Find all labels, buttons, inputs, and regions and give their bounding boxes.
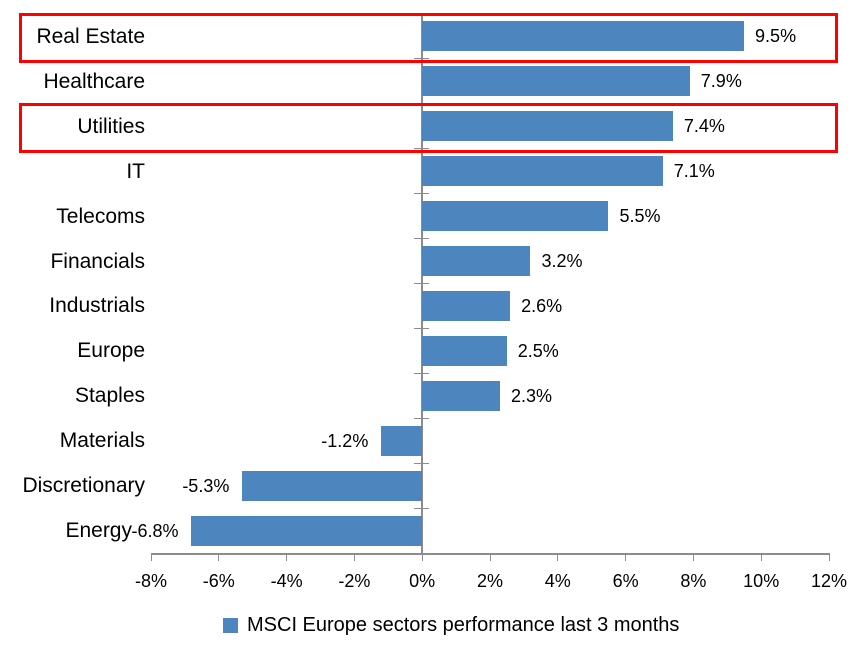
category-label-discretionary: Discretionary xyxy=(22,474,145,498)
x-axis-tick-label: -6% xyxy=(202,571,235,591)
category-label-healthcare: Healthcare xyxy=(43,69,145,93)
bar-real-estate xyxy=(422,21,745,52)
x-axis-tick-label: -8% xyxy=(134,571,167,591)
value-label-financials: 3.2% xyxy=(541,251,583,272)
bar-healthcare xyxy=(422,66,690,97)
x-axis-tick xyxy=(489,553,491,561)
value-label-europe: 2.5% xyxy=(517,340,559,361)
category-label-financials: Financials xyxy=(50,249,145,273)
category-label-materials: Materials xyxy=(59,429,145,453)
bar-staples xyxy=(422,380,500,411)
x-axis-tick-label: 8% xyxy=(680,571,707,591)
category-label-europe: Europe xyxy=(77,339,145,363)
value-label-telecoms: 5.5% xyxy=(619,206,661,227)
category-axis-tick xyxy=(414,193,429,195)
x-axis-tick-label: 12% xyxy=(810,571,848,591)
category-axis-tick xyxy=(414,507,429,509)
x-axis-tick-label: -4% xyxy=(270,571,303,591)
category-axis-tick xyxy=(414,238,429,240)
category-axis-tick xyxy=(414,103,429,105)
category-axis-tick xyxy=(414,327,429,329)
value-label-healthcare: 7.9% xyxy=(700,71,742,92)
category-label-staples: Staples xyxy=(74,384,145,408)
x-axis-tick xyxy=(421,553,423,561)
category-label-utilities: Utilities xyxy=(77,114,145,138)
x-axis-tick xyxy=(218,553,220,561)
x-axis-tick xyxy=(828,553,830,561)
x-axis-tick-label: 0% xyxy=(409,571,436,591)
category-axis-tick xyxy=(414,283,429,284)
bar-industrials xyxy=(422,290,511,321)
category-axis-tick xyxy=(414,148,429,150)
x-axis-tick xyxy=(353,553,355,561)
value-label-energy: -6.8% xyxy=(131,520,179,541)
category-axis-tick xyxy=(414,417,429,419)
bar-financials xyxy=(422,246,531,277)
category-label-industrials: Industrials xyxy=(49,294,145,318)
category-axis-tick xyxy=(414,13,429,15)
bar-telecoms xyxy=(422,201,609,232)
value-label-materials: -1.2% xyxy=(321,430,369,451)
value-label-industrials: 2.6% xyxy=(521,295,563,316)
x-axis-tick xyxy=(286,553,288,561)
x-axis-tick xyxy=(760,553,762,561)
value-label-staples: 2.3% xyxy=(510,385,552,406)
bar-energy xyxy=(191,515,422,546)
legend-marker-icon xyxy=(223,618,238,633)
category-axis-tick xyxy=(414,462,429,464)
value-label-discretionary: -5.3% xyxy=(182,475,230,496)
category-label-telecoms: Telecoms xyxy=(56,204,145,228)
value-label-real-estate: 9.5% xyxy=(755,26,797,47)
x-axis-tick-label: 10% xyxy=(743,571,780,591)
category-axis-tick xyxy=(414,552,429,554)
x-axis-tick xyxy=(692,553,694,561)
category-label-energy: Energy xyxy=(65,519,132,543)
category-label-real-estate: Real Estate xyxy=(36,24,145,48)
category-axis-tick xyxy=(414,372,429,374)
x-axis-tick xyxy=(557,553,559,561)
category-label-it: IT xyxy=(126,159,145,183)
x-axis-tick-label: 2% xyxy=(476,571,503,591)
x-axis-tick xyxy=(625,553,627,561)
x-axis-tick-label: -2% xyxy=(338,571,371,591)
bar-discretionary xyxy=(242,470,422,501)
value-label-it: 7.1% xyxy=(673,161,715,182)
bar-europe xyxy=(422,335,507,366)
x-axis-tick xyxy=(150,553,152,561)
bar-it xyxy=(422,156,663,187)
category-axis-tick xyxy=(414,58,429,60)
bar-utilities xyxy=(422,111,673,142)
x-axis-tick-label: 6% xyxy=(612,571,639,591)
legend-label: MSCI Europe sectors performance last 3 m… xyxy=(247,614,680,636)
bar-materials xyxy=(381,425,422,456)
x-axis-tick-label: 4% xyxy=(544,571,571,591)
value-label-utilities: 7.4% xyxy=(683,116,725,137)
